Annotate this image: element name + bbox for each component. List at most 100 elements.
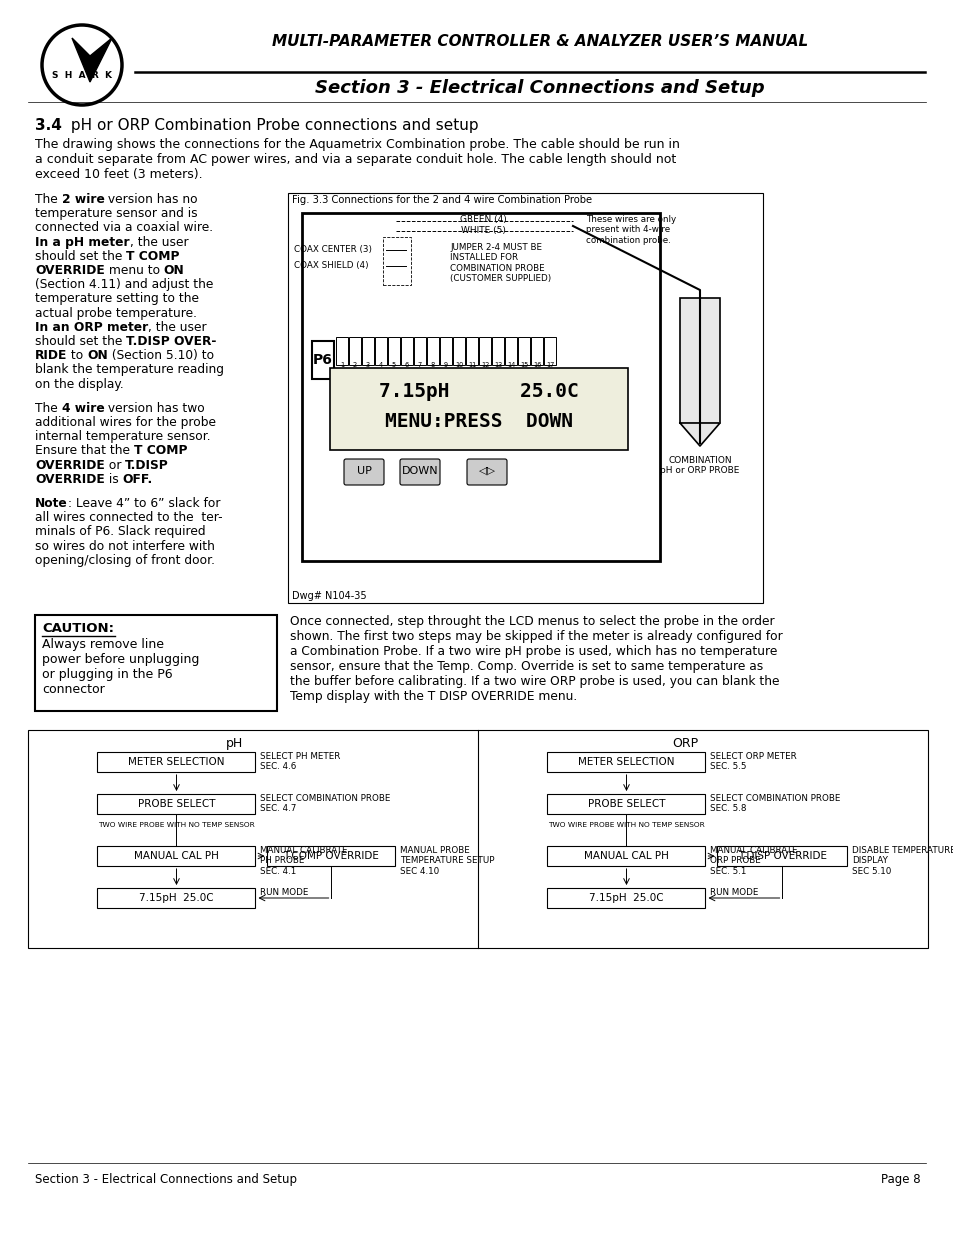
Text: Once connected, step throught the LCD menus to select the probe in the order
sho: Once connected, step throught the LCD me… (290, 615, 781, 703)
Text: minals of P6. Slack required: minals of P6. Slack required (35, 525, 206, 538)
Text: SELECT ORP METER
SEC. 5.5: SELECT ORP METER SEC. 5.5 (710, 752, 797, 772)
Text: ◁▷: ◁▷ (478, 466, 495, 475)
Text: P6: P6 (313, 353, 333, 367)
Text: all wires connected to the  ter-: all wires connected to the ter- (35, 511, 222, 524)
Bar (97, 752, 255, 772)
Text: Always remove line
power before unplugging
or plugging in the P6
connector: Always remove line power before unpluggi… (42, 638, 199, 697)
Text: 5: 5 (392, 362, 395, 368)
Bar (547, 888, 705, 908)
Text: RUN MODE: RUN MODE (260, 888, 309, 897)
Text: In a pH meter: In a pH meter (35, 236, 130, 248)
Text: Page 8: Page 8 (881, 1173, 920, 1186)
Bar (302, 212, 659, 561)
Text: should set the: should set the (35, 249, 126, 263)
Text: should set the: should set the (35, 335, 126, 348)
Bar (361, 337, 374, 366)
Text: UP: UP (356, 466, 371, 475)
Text: CAUTION:: CAUTION: (42, 622, 113, 635)
Text: 4: 4 (378, 362, 383, 368)
Text: 16: 16 (533, 362, 540, 368)
Text: menu to: menu to (105, 264, 164, 277)
Text: 3.4: 3.4 (35, 119, 62, 133)
Text: RIDE: RIDE (35, 350, 68, 362)
Text: DOWN: DOWN (401, 466, 437, 475)
Bar (97, 888, 255, 908)
Text: MULTI-PARAMETER CONTROLLER & ANALYZER USER’S MANUAL: MULTI-PARAMETER CONTROLLER & ANALYZER US… (272, 35, 807, 49)
Text: 9: 9 (443, 362, 448, 368)
Text: blank the temperature reading: blank the temperature reading (35, 363, 224, 377)
Text: In an ORP meter: In an ORP meter (35, 321, 148, 333)
Bar (97, 794, 255, 814)
Text: or: or (105, 458, 125, 472)
Text: JUMPER 2-4 MUST BE
INSTALLED FOR
COMBINATION PROBE
(CUSTOMER SUPPLIED): JUMPER 2-4 MUST BE INSTALLED FOR COMBINA… (450, 243, 551, 283)
Text: on the display.: on the display. (35, 378, 124, 390)
Bar (679, 298, 720, 424)
Text: 11: 11 (467, 362, 476, 368)
Text: version has two: version has two (104, 401, 205, 415)
Text: MANUAL CALIBRATE
ORP PROBE
SEC. 5.1: MANUAL CALIBRATE ORP PROBE SEC. 5.1 (710, 846, 797, 876)
Text: 3: 3 (366, 362, 370, 368)
Text: METER SELECTION: METER SELECTION (578, 757, 674, 767)
Text: ON: ON (164, 264, 184, 277)
Bar (543, 337, 556, 366)
Text: MANUAL CAL PH: MANUAL CAL PH (583, 851, 668, 861)
Text: The drawing shows the connections for the Aquametrix Combination probe. The cabl: The drawing shows the connections for th… (35, 138, 679, 182)
Text: additional wires for the probe: additional wires for the probe (35, 416, 215, 429)
Text: 7.15pH  25.0C: 7.15pH 25.0C (139, 893, 213, 903)
FancyBboxPatch shape (399, 459, 439, 485)
Text: pH or ORP Combination Probe connections and setup: pH or ORP Combination Probe connections … (66, 119, 478, 133)
Bar (382, 237, 411, 285)
Text: MANUAL CAL PH: MANUAL CAL PH (134, 851, 218, 861)
Text: , the user: , the user (130, 236, 188, 248)
Text: Section 3 - Electrical Connections and Setup: Section 3 - Electrical Connections and S… (314, 79, 764, 98)
Text: to: to (68, 350, 88, 362)
Bar (453, 337, 464, 366)
Text: These wires are only
present with 4-wire
combination probe.: These wires are only present with 4-wire… (585, 215, 676, 245)
Text: SELECT COMBINATION PROBE
SEC. 4.7: SELECT COMBINATION PROBE SEC. 4.7 (260, 794, 391, 814)
Text: 8: 8 (431, 362, 435, 368)
Text: temperature setting to the: temperature setting to the (35, 293, 199, 305)
Text: 13: 13 (494, 362, 501, 368)
Text: SELECT PH METER
SEC. 4.6: SELECT PH METER SEC. 4.6 (260, 752, 340, 772)
Text: TWO WIRE PROBE WITH NO TEMP SENSOR: TWO WIRE PROBE WITH NO TEMP SENSOR (98, 823, 254, 827)
Text: 6: 6 (404, 362, 409, 368)
Text: MENU:PRESS  DOWN: MENU:PRESS DOWN (385, 412, 573, 431)
Text: Fig. 3.3 Connections for the 2 and 4 wire Combination Probe: Fig. 3.3 Connections for the 2 and 4 wir… (292, 195, 592, 205)
Text: DISABLE TEMPERATURE
DISPLAY
SEC 5.10: DISABLE TEMPERATURE DISPLAY SEC 5.10 (852, 846, 953, 876)
Text: 2: 2 (353, 362, 356, 368)
Text: COAX CENTER (3): COAX CENTER (3) (294, 245, 372, 254)
Bar (465, 337, 477, 366)
Polygon shape (71, 38, 112, 82)
Text: 14: 14 (506, 362, 515, 368)
Text: T.DISP OVER-: T.DISP OVER- (126, 335, 216, 348)
Text: connected via a coaxial wire.: connected via a coaxial wire. (35, 221, 213, 235)
Bar (335, 337, 348, 366)
Bar (28, 730, 927, 948)
Text: OVERRIDE: OVERRIDE (35, 473, 105, 485)
Text: OVERRIDE: OVERRIDE (35, 264, 105, 277)
FancyBboxPatch shape (467, 459, 506, 485)
Text: opening/closing of front door.: opening/closing of front door. (35, 553, 214, 567)
Bar (267, 846, 395, 866)
Text: ORP: ORP (671, 737, 698, 750)
Text: COAX SHIELD (4): COAX SHIELD (4) (294, 261, 368, 270)
Text: (Section 5.10) to: (Section 5.10) to (108, 350, 214, 362)
Text: METER SELECTION: METER SELECTION (128, 757, 225, 767)
Text: The: The (35, 401, 62, 415)
Text: (Section 4.11) and adjust the: (Section 4.11) and adjust the (35, 278, 213, 291)
Bar (427, 337, 438, 366)
Text: T.DISP: T.DISP (125, 458, 169, 472)
Text: T COMP: T COMP (133, 445, 187, 457)
Text: actual probe temperature.: actual probe temperature. (35, 306, 196, 320)
Text: RUN MODE: RUN MODE (710, 888, 758, 897)
Bar (388, 337, 399, 366)
Text: COMBINATION
pH or ORP PROBE: COMBINATION pH or ORP PROBE (659, 456, 739, 475)
Text: 4 wire: 4 wire (62, 401, 104, 415)
Text: TWO WIRE PROBE WITH NO TEMP SENSOR: TWO WIRE PROBE WITH NO TEMP SENSOR (548, 823, 704, 827)
Text: temperature sensor and is: temperature sensor and is (35, 207, 197, 220)
Bar (288, 193, 762, 603)
Bar (439, 337, 452, 366)
Text: SELECT COMBINATION PROBE
SEC. 5.8: SELECT COMBINATION PROBE SEC. 5.8 (710, 794, 840, 814)
Text: T COMP: T COMP (126, 249, 179, 263)
Bar (504, 337, 517, 366)
